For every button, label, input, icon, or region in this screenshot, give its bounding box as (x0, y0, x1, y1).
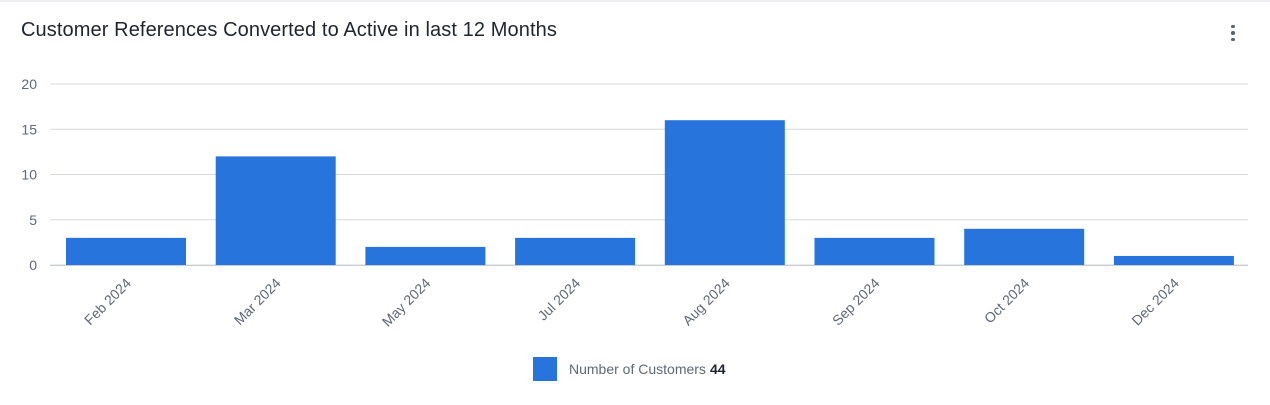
x-tick-label: Aug 2024 (679, 275, 733, 329)
chart-title: Customer References Converted to Active … (21, 19, 557, 41)
x-tick-label: May 2024 (379, 275, 434, 330)
bar[interactable] (664, 120, 785, 265)
bar[interactable] (1113, 255, 1234, 265)
y-tick-label: 15 (21, 121, 37, 137)
legend-count: 44 (709, 361, 726, 377)
bar[interactable] (365, 246, 486, 265)
bar[interactable] (814, 237, 935, 265)
bar[interactable] (515, 237, 636, 265)
x-tick-label: Mar 2024 (231, 275, 284, 328)
menu-dot (1231, 37, 1235, 42)
y-tick-label: 5 (29, 212, 37, 228)
x-tick-label: Feb 2024 (81, 275, 134, 328)
x-tick-label: Dec 2024 (1128, 275, 1182, 329)
bar[interactable] (215, 156, 336, 265)
bar[interactable] (66, 237, 186, 265)
bar[interactable] (964, 228, 1085, 265)
y-tick-label: 0 (29, 257, 37, 273)
menu-dot (1231, 24, 1235, 29)
legend-label: Number of Customers (569, 361, 706, 377)
x-tick-label: Jul 2024 (534, 275, 583, 324)
legend[interactable]: Number of Customers 44 (533, 357, 726, 381)
x-tick-label: Oct 2024 (981, 275, 1033, 327)
more-vertical-icon[interactable] (1222, 22, 1244, 44)
x-tick-label: Sep 2024 (829, 275, 883, 329)
y-tick-label: 10 (21, 167, 37, 183)
legend-swatch (533, 357, 557, 381)
menu-dot (1231, 31, 1235, 35)
y-tick-label: 20 (21, 76, 37, 92)
